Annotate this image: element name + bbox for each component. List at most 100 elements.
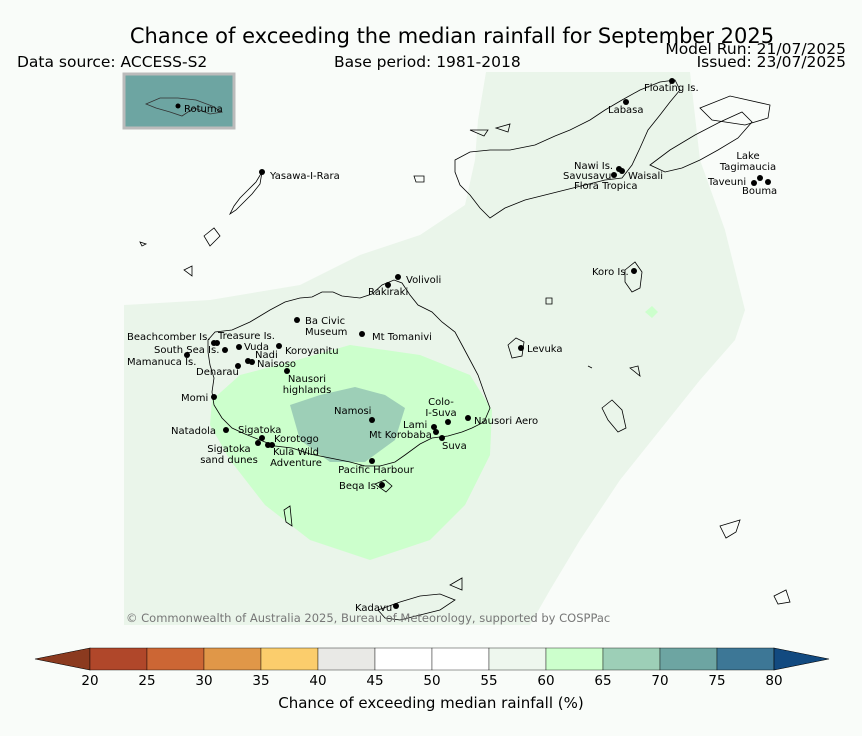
place-label: I-Suva bbox=[425, 408, 456, 419]
place-flora-tropica: Flora Tropica bbox=[574, 181, 637, 192]
place-label: Waisali bbox=[628, 171, 663, 182]
colorbar-tick-label: 50 bbox=[423, 673, 440, 689]
colorbar: 20 25 30 35 40 45 50 55 60 65 70 75 80 bbox=[34, 647, 830, 689]
place-marker bbox=[445, 419, 451, 425]
place-marker bbox=[223, 427, 229, 433]
place-koroyanitu: Koroyanitu bbox=[276, 343, 339, 357]
place-label: Floating Is. bbox=[644, 83, 699, 94]
place-yasawa-i-rara: Yasawa-I-Rara bbox=[259, 169, 340, 182]
issued-date: Issued: 23/07/2025 bbox=[696, 53, 846, 71]
place-sigatoka: Sigatoka bbox=[238, 425, 281, 441]
colorbar-tick-label: 45 bbox=[366, 673, 383, 689]
place-label: Nadi bbox=[255, 350, 278, 361]
place-label: Momi bbox=[181, 393, 208, 404]
place-marker bbox=[379, 482, 385, 488]
place-label: Lami bbox=[403, 420, 427, 431]
place-marker bbox=[184, 352, 190, 358]
colorbar-segment bbox=[260, 647, 319, 671]
place-marker bbox=[284, 368, 290, 374]
place-marker bbox=[611, 172, 617, 178]
place-label: Rakiraki bbox=[368, 287, 408, 298]
place-label: Korotogo bbox=[274, 434, 319, 445]
place-marker bbox=[276, 343, 282, 349]
place-marker bbox=[518, 345, 524, 351]
colorbar-segment bbox=[374, 647, 433, 671]
place-rakiraki: Rakiraki bbox=[368, 282, 408, 298]
place-label: Mt Tomanivi bbox=[372, 332, 432, 343]
place-label: Suva bbox=[442, 441, 467, 452]
place-marker bbox=[669, 78, 675, 84]
place-savusavu: Savusavu bbox=[563, 171, 617, 182]
place-marker bbox=[431, 424, 437, 430]
place-marker bbox=[235, 363, 241, 369]
place-marker bbox=[359, 331, 365, 337]
colorbar-tick-label: 80 bbox=[765, 673, 782, 689]
place-kadavu: Kadavu bbox=[355, 603, 399, 614]
place-colo-i-suva: Colo-I-Suva bbox=[425, 397, 457, 425]
place-label: Koro Is. bbox=[592, 267, 629, 278]
place-pacific-harbour: Pacific Harbour bbox=[338, 458, 415, 476]
colorbar-tick-label: 70 bbox=[651, 673, 668, 689]
place-label: Bouma bbox=[742, 186, 777, 197]
place-label: Colo- bbox=[428, 397, 454, 408]
data-source: Data source: ACCESS-S2 bbox=[17, 53, 208, 71]
place-label: Beachcomber Is. bbox=[127, 332, 210, 343]
place-taveuni: Taveuni bbox=[707, 177, 757, 188]
colorbar-over-extension bbox=[773, 647, 830, 671]
place-beqa-is-: Beqa Is. bbox=[339, 481, 385, 492]
place-label: Mt Korobaba bbox=[369, 430, 432, 441]
place-namosi: Namosi bbox=[334, 406, 375, 423]
place-label: Kula Wild bbox=[273, 447, 319, 458]
place-label: South Sea Is. bbox=[154, 345, 219, 356]
place-label: Museum bbox=[305, 327, 347, 338]
colorbar-segment bbox=[659, 647, 718, 671]
place-label: Beqa Is. bbox=[339, 481, 379, 492]
place-label: Lake bbox=[736, 151, 759, 162]
place-marker bbox=[433, 429, 439, 435]
colorbar-segment bbox=[545, 647, 604, 671]
place-lami: Lami bbox=[403, 420, 437, 431]
map-title: Chance of exceeding the median rainfall … bbox=[129, 24, 775, 48]
place-label: Labasa bbox=[608, 105, 644, 116]
place-marker bbox=[259, 435, 265, 441]
colorbar-tick-label: 25 bbox=[138, 673, 155, 689]
colorbar-under-extension bbox=[34, 647, 91, 671]
colorbar-tick-label: 55 bbox=[480, 673, 497, 689]
place-label: Natadola bbox=[171, 426, 216, 437]
colorbar-segment bbox=[146, 647, 205, 671]
place-marker bbox=[369, 458, 375, 464]
place-marker bbox=[395, 274, 401, 280]
place-levuka: Levuka bbox=[518, 344, 563, 355]
place-bouma: Bouma bbox=[742, 179, 777, 197]
coastlines bbox=[139, 79, 791, 621]
place-korotogo: Korotogo bbox=[255, 434, 319, 446]
place-marker bbox=[294, 317, 300, 323]
place-label: Pacific Harbour bbox=[338, 465, 415, 476]
place-label: Treasure Is. bbox=[217, 331, 275, 342]
place-mamanuca-is-: Mamanuca Is. bbox=[127, 352, 196, 368]
place-waisali: Waisali bbox=[619, 168, 663, 182]
place-volivoli: Volivoli bbox=[395, 274, 441, 286]
colorbar-tick-label: 20 bbox=[81, 673, 98, 689]
place-mt-tomanivi: Mt Tomanivi bbox=[359, 331, 432, 343]
place-marker bbox=[465, 415, 471, 421]
colorbar-label: Chance of exceeding median rainfall (%) bbox=[278, 694, 584, 712]
place-momi: Momi bbox=[181, 393, 217, 404]
place-koro-is-: Koro Is. bbox=[592, 267, 637, 278]
place-label: Levuka bbox=[527, 344, 563, 355]
colorbar-segment bbox=[317, 647, 376, 671]
place-marker bbox=[751, 180, 757, 186]
place-label: Nausori Aero bbox=[474, 416, 538, 427]
place-label: Yasawa-I-Rara bbox=[269, 171, 340, 182]
colorbar-tick-label: 30 bbox=[195, 673, 212, 689]
place-label: sand dunes bbox=[200, 455, 258, 466]
place-label: Kadavu bbox=[355, 603, 392, 614]
rotuma-inset: Rotuma bbox=[122, 72, 236, 130]
place-nausori-aero: Nausori Aero bbox=[465, 415, 538, 427]
place-naisoso: Naisoso bbox=[249, 359, 296, 370]
place-label: Naisoso bbox=[257, 359, 296, 370]
